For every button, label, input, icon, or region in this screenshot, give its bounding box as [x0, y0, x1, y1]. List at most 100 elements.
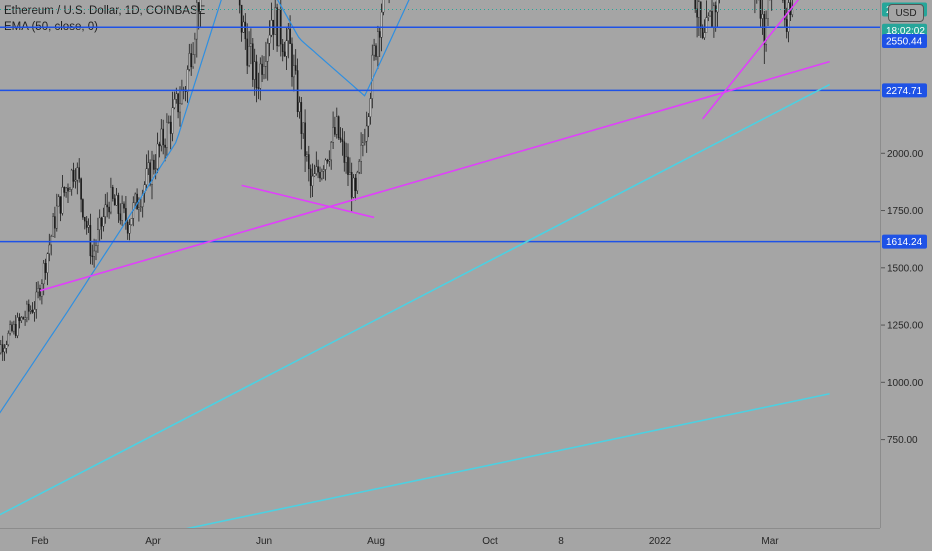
candle-body — [241, 5, 242, 32]
candle-body — [66, 188, 67, 192]
candle-body — [75, 180, 76, 181]
level-price-label: 2274.71 — [886, 86, 923, 97]
candle-body — [99, 218, 100, 230]
candle-body — [355, 178, 356, 191]
candle-body — [25, 318, 26, 320]
candle-body — [4, 348, 5, 352]
candle-body — [764, 14, 765, 44]
candle-body — [176, 94, 177, 100]
candle-body — [713, 6, 714, 28]
candle-body — [155, 169, 156, 170]
candle-body — [95, 246, 96, 251]
candle-body — [79, 168, 80, 179]
candle-body — [17, 317, 18, 335]
candle-body — [110, 187, 111, 212]
candle-body — [194, 39, 195, 55]
candle-body — [82, 199, 83, 217]
time-tick-label: Mar — [761, 536, 779, 547]
candle-body — [191, 53, 192, 67]
price-tick-label: 1750.00 — [887, 206, 924, 217]
candle-body — [715, 6, 716, 12]
candle-body — [321, 171, 322, 178]
candle-body — [291, 44, 292, 77]
candle-body — [706, 18, 707, 33]
candle-body — [62, 187, 63, 213]
candle-body — [717, 0, 718, 12]
candle-body — [275, 8, 276, 35]
candle-body — [695, 0, 696, 9]
price-chart-plot[interactable] — [0, 0, 880, 528]
candle-body — [23, 317, 24, 319]
candle-body — [290, 29, 291, 44]
candle-body — [135, 194, 136, 203]
candle-body — [56, 206, 57, 228]
candle-body — [174, 99, 175, 108]
candle-body — [116, 195, 117, 205]
candle-body — [340, 138, 341, 140]
candle-body — [84, 217, 85, 221]
candle-body — [49, 245, 50, 254]
candle-body — [362, 143, 363, 145]
candle-body — [375, 46, 376, 57]
time-tick-label: Jun — [256, 536, 272, 547]
time-tick-label: 2022 — [649, 536, 672, 547]
candle-body — [357, 172, 358, 191]
candle-body — [368, 117, 369, 126]
candle-body — [334, 127, 335, 134]
candle-body — [247, 39, 248, 66]
candle-body — [26, 304, 27, 318]
trendline — [0, 85, 830, 528]
candle-body — [118, 195, 119, 213]
candles — [0, 0, 793, 370]
candle-body — [2, 345, 3, 352]
candle-body — [34, 309, 35, 312]
candle-body — [254, 62, 255, 80]
candle-body — [288, 29, 289, 41]
candle-body — [359, 161, 360, 172]
candle-body — [47, 254, 48, 273]
candle-body — [58, 197, 59, 207]
candle-body — [138, 208, 139, 209]
candle-body — [153, 160, 154, 169]
candle-body — [114, 199, 115, 206]
level-price-label: 1614.24 — [886, 237, 923, 248]
candle-body — [53, 217, 54, 237]
candle-body — [120, 214, 121, 221]
candle-body — [163, 129, 164, 145]
candle-body — [710, 11, 711, 16]
candle-body — [305, 123, 306, 156]
candle-body — [179, 104, 180, 112]
candle-body — [265, 61, 266, 66]
candle-body — [366, 126, 367, 141]
candle-body — [792, 10, 793, 15]
candle-body — [342, 140, 343, 142]
candle-body — [103, 217, 104, 227]
candle-body — [193, 55, 194, 67]
candle-body — [353, 178, 354, 197]
candle-body — [64, 187, 65, 192]
candle-body — [92, 256, 93, 257]
candle-body — [140, 207, 141, 208]
currency-button[interactable]: USD — [888, 4, 924, 22]
candle-body — [299, 102, 300, 112]
candle-body — [284, 52, 285, 56]
candle-body — [97, 230, 98, 246]
candle-body — [73, 170, 74, 181]
candle-body — [381, 12, 382, 37]
candle-body — [262, 64, 263, 75]
price-axis[interactable]: 4750.004500.004250.004000.003750.003500.… — [880, 0, 932, 528]
time-tick-label: Oct — [482, 536, 498, 547]
candle-body — [54, 217, 55, 229]
candle-body — [256, 62, 257, 88]
time-tick-label: 8 — [558, 536, 564, 547]
candle-body — [700, 2, 701, 28]
candle-body — [336, 117, 337, 135]
candle-body — [295, 66, 296, 71]
candle-body — [159, 144, 160, 146]
candle-body — [187, 70, 188, 92]
candle-body — [148, 163, 149, 169]
time-tick-label: Aug — [367, 536, 385, 547]
candle-body — [308, 155, 309, 169]
candle-body — [43, 263, 44, 284]
